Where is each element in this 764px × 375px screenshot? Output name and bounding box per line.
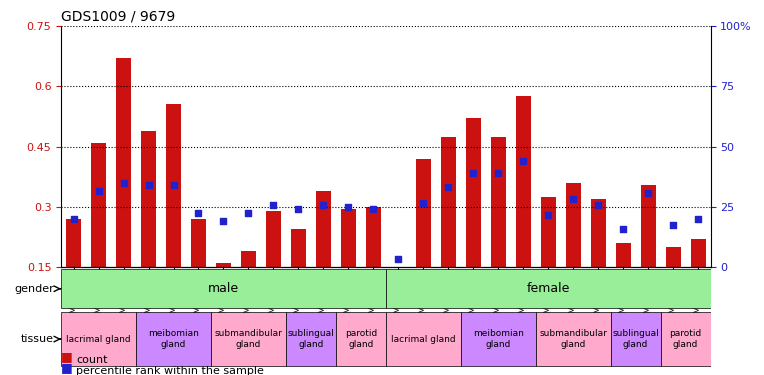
- Bar: [116, 58, 131, 267]
- Bar: [241, 251, 256, 267]
- Text: count: count: [76, 355, 108, 365]
- Bar: [441, 136, 456, 267]
- Bar: [640, 184, 656, 267]
- FancyBboxPatch shape: [286, 312, 336, 366]
- Point: [242, 210, 254, 216]
- Point: [142, 182, 154, 188]
- Bar: [516, 96, 531, 267]
- Point: [417, 200, 429, 206]
- Bar: [616, 243, 630, 267]
- Point: [542, 212, 555, 218]
- Bar: [490, 136, 506, 267]
- Bar: [316, 190, 331, 267]
- Point: [193, 210, 205, 216]
- Bar: [66, 219, 81, 267]
- Point: [592, 202, 604, 208]
- Text: submandibular
gland: submandibular gland: [215, 329, 283, 349]
- Point: [467, 170, 479, 176]
- Text: GDS1009 / 9679: GDS1009 / 9679: [61, 10, 176, 24]
- Bar: [91, 142, 106, 267]
- Point: [517, 158, 529, 164]
- Point: [367, 206, 380, 212]
- Point: [392, 256, 404, 262]
- Point: [267, 202, 280, 208]
- Point: [342, 204, 354, 210]
- Bar: [216, 263, 231, 267]
- FancyBboxPatch shape: [386, 269, 711, 308]
- Bar: [291, 229, 306, 267]
- Text: ■: ■: [61, 361, 73, 374]
- FancyBboxPatch shape: [661, 312, 711, 366]
- Text: parotid
gland: parotid gland: [669, 329, 701, 349]
- Point: [567, 196, 579, 202]
- Point: [67, 216, 79, 222]
- Text: sublingual
gland: sublingual gland: [612, 329, 659, 349]
- Bar: [341, 209, 356, 267]
- Bar: [691, 239, 705, 267]
- Text: lacrimal gland: lacrimal gland: [391, 334, 455, 344]
- FancyBboxPatch shape: [336, 312, 386, 366]
- Bar: [665, 247, 681, 267]
- Point: [642, 190, 654, 196]
- FancyBboxPatch shape: [136, 312, 211, 366]
- Text: gender: gender: [14, 284, 53, 294]
- Point: [617, 226, 630, 232]
- Point: [317, 202, 329, 208]
- Bar: [466, 118, 481, 267]
- Text: female: female: [526, 282, 570, 295]
- Bar: [266, 211, 281, 267]
- Bar: [141, 130, 156, 267]
- Point: [293, 206, 305, 212]
- Point: [492, 170, 504, 176]
- Text: ■: ■: [61, 350, 73, 363]
- Text: meibomian
gland: meibomian gland: [473, 329, 523, 349]
- FancyBboxPatch shape: [386, 312, 461, 366]
- Text: sublingual
gland: sublingual gland: [287, 329, 335, 349]
- FancyBboxPatch shape: [61, 312, 136, 366]
- FancyBboxPatch shape: [61, 269, 386, 308]
- Bar: [541, 197, 555, 267]
- Bar: [416, 159, 431, 267]
- FancyBboxPatch shape: [536, 312, 610, 366]
- Bar: [191, 219, 206, 267]
- FancyBboxPatch shape: [461, 312, 536, 366]
- Bar: [366, 207, 380, 267]
- Point: [692, 216, 704, 222]
- Bar: [565, 183, 581, 267]
- Text: parotid
gland: parotid gland: [345, 329, 377, 349]
- FancyBboxPatch shape: [211, 312, 286, 366]
- FancyBboxPatch shape: [610, 312, 661, 366]
- Text: meibomian
gland: meibomian gland: [148, 329, 199, 349]
- Point: [92, 188, 105, 194]
- Point: [118, 180, 130, 186]
- Point: [167, 182, 180, 188]
- Point: [218, 218, 230, 224]
- Text: percentile rank within the sample: percentile rank within the sample: [76, 366, 264, 375]
- Text: male: male: [208, 282, 239, 295]
- Point: [442, 184, 455, 190]
- Bar: [166, 105, 181, 267]
- Text: tissue: tissue: [21, 334, 53, 344]
- Text: submandibular
gland: submandibular gland: [539, 329, 607, 349]
- Bar: [591, 199, 606, 267]
- Point: [667, 222, 679, 228]
- Text: lacrimal gland: lacrimal gland: [66, 334, 131, 344]
